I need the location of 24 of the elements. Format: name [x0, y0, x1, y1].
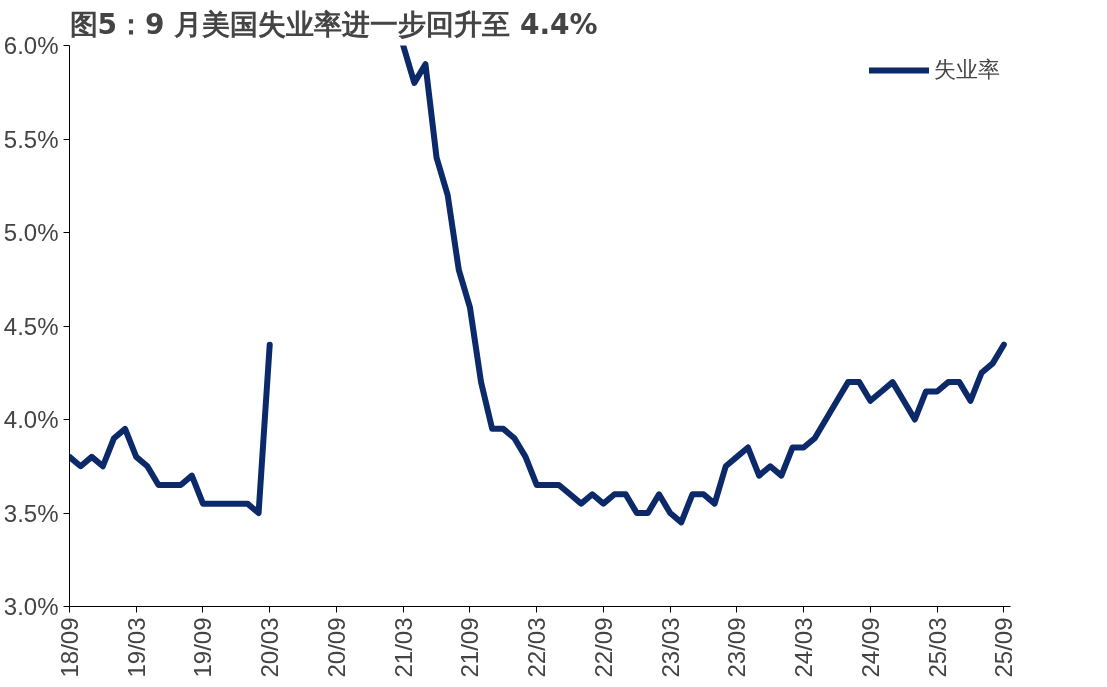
x-tick-label: 21/03 — [389, 617, 417, 678]
y-tick-label: 4.0% — [3, 406, 59, 433]
legend-label: 失业率 — [934, 56, 1000, 84]
y-tick-label: 5.0% — [3, 219, 59, 246]
x-tick-label: 24/03 — [790, 617, 818, 678]
x-tick-label: 19/09 — [189, 617, 217, 678]
x-tick-label: 19/03 — [122, 617, 150, 678]
chart-title: 图5：9 月美国失业率进一步回升至 4.4% — [69, 7, 598, 41]
x-tick-label: 25/03 — [923, 617, 951, 678]
y-tick-label: 5.5% — [3, 125, 59, 153]
x-tick-label: 20/09 — [322, 617, 350, 678]
x-tick-label: 24/09 — [856, 617, 884, 678]
x-tick-label: 18/09 — [56, 617, 83, 678]
y-tick-label: 6.0% — [3, 32, 59, 59]
y-tick-label: 3.0% — [3, 593, 59, 620]
x-tick-label: 22/09 — [589, 617, 617, 678]
x-tick-label: 23/09 — [723, 617, 751, 678]
x-tick-label: 25/09 — [990, 617, 1018, 678]
x-tick-label: 22/03 — [523, 617, 551, 678]
x-tick-label: 23/03 — [656, 617, 684, 678]
y-tick-label: 3.5% — [3, 499, 59, 527]
x-tick-label: 20/03 — [256, 617, 284, 678]
x-tick-label: 21/09 — [456, 617, 484, 678]
y-tick-label: 4.5% — [3, 312, 59, 340]
